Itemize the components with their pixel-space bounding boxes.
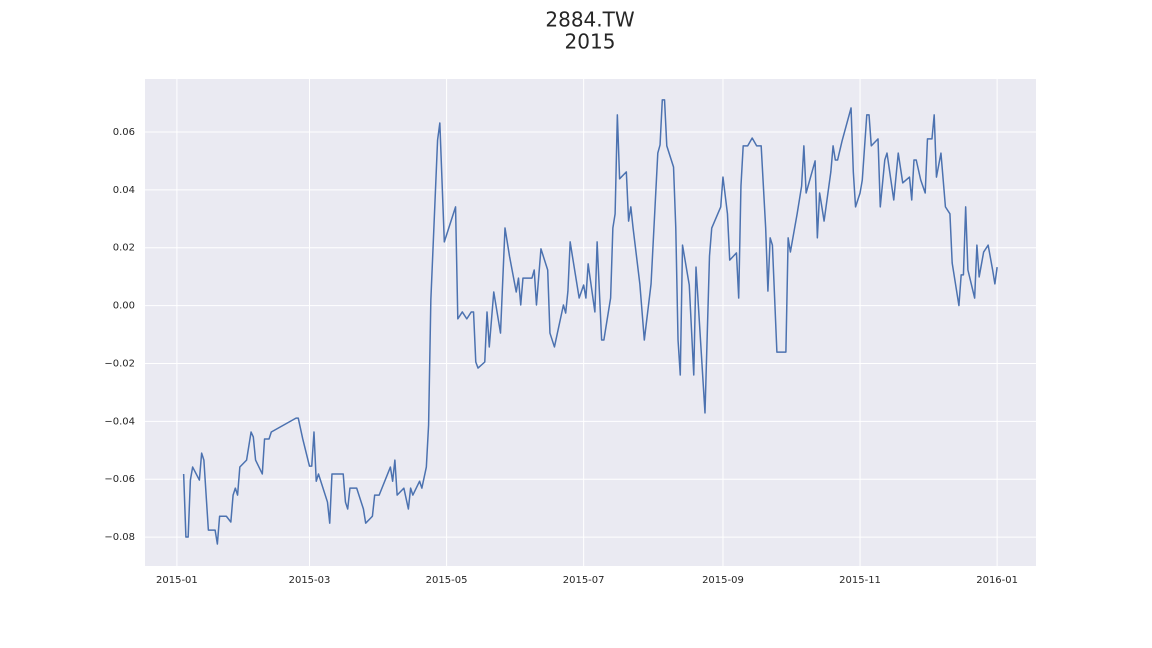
data-line: [182, 99, 998, 545]
x-tick-label: 2015-05: [426, 575, 468, 586]
y-tick-label: 0.06: [113, 127, 135, 138]
y-tick-label: 0.02: [113, 243, 135, 254]
x-tick-label: 2015-11: [839, 575, 881, 586]
x-tick-label: 2015-07: [563, 575, 605, 586]
chart-title: 2884.TW: [545, 8, 634, 32]
x-tick-label: 2015-09: [702, 575, 744, 586]
plot-area: [145, 79, 1036, 566]
x-tick-label: 2016-01: [976, 575, 1018, 586]
x-tick-label: 2015-03: [289, 575, 331, 586]
y-tick-label: 0.04: [113, 185, 135, 196]
y-tick-label: −0.08: [104, 532, 135, 543]
y-tick-label: −0.06: [104, 474, 135, 485]
chart-subtitle: 2015: [565, 30, 616, 54]
x-tick-label: 2015-01: [156, 575, 198, 586]
y-tick-label: −0.04: [104, 416, 135, 427]
y-tick-label: 0.00: [113, 301, 135, 312]
y-tick-label: −0.02: [104, 358, 135, 369]
